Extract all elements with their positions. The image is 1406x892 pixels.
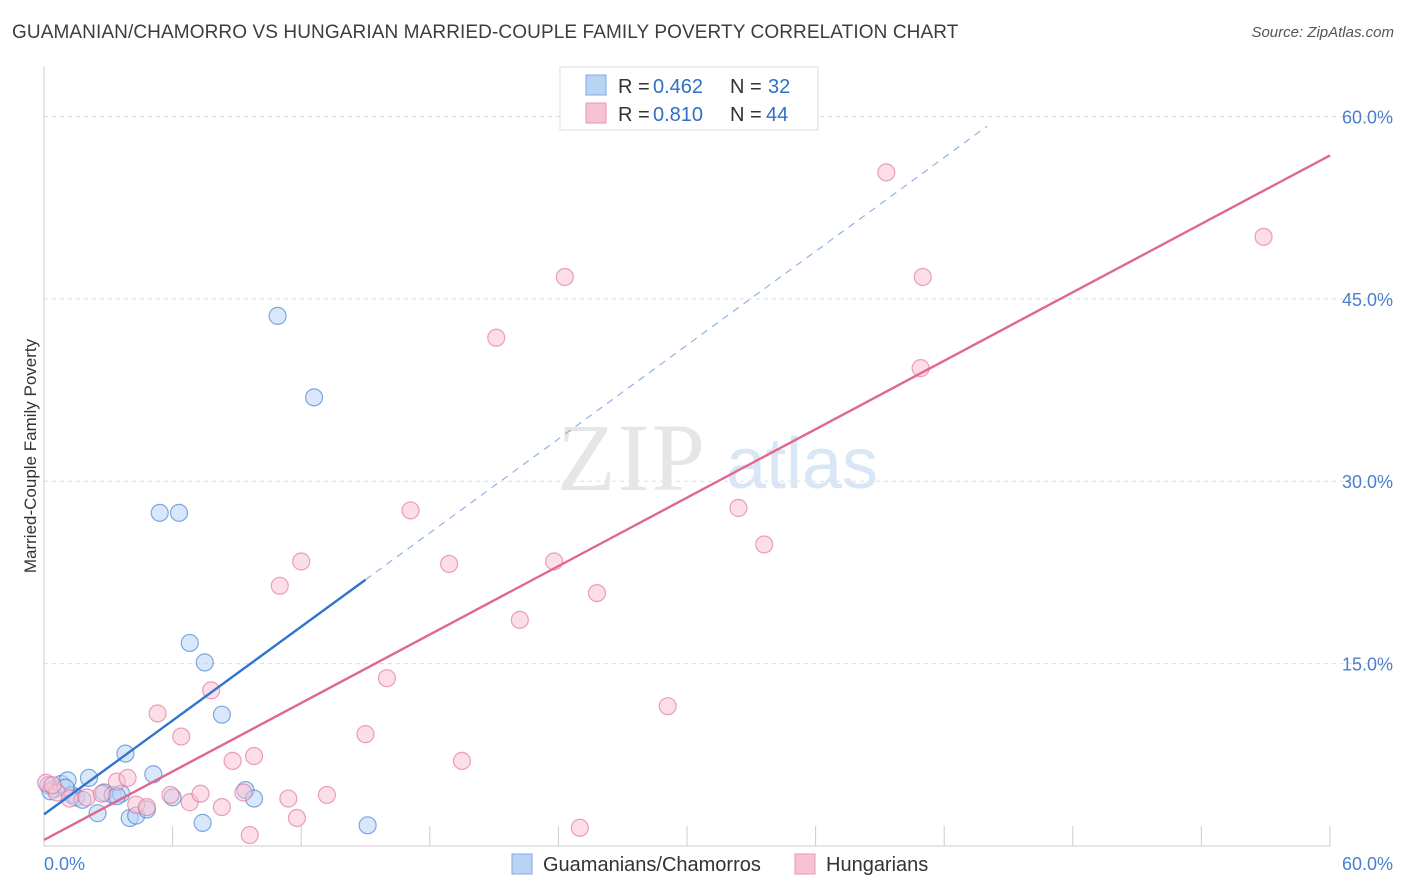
watermark-zip: ZIP <box>557 404 707 511</box>
hungarian-point-25 <box>356 725 375 744</box>
hungarian-point-29 <box>452 751 472 770</box>
hungarian-point-27 <box>401 501 420 520</box>
grid-layer <box>44 115 1394 665</box>
legend-swatch-guamanians <box>511 853 533 875</box>
guamanian-point-19 <box>169 503 189 522</box>
points-layer <box>37 163 1273 845</box>
y-axis-label: Married-Couple Family Poverty <box>21 338 40 573</box>
hungarian-point-20 <box>270 576 289 595</box>
stats-r-label-2: R = <box>618 104 650 126</box>
stats-n-value-2: 44 <box>766 104 788 126</box>
hungarian-point-11 <box>172 727 191 746</box>
hungarian-point-37 <box>729 498 748 518</box>
legend-swatch-hungarians <box>794 853 816 875</box>
stats-legend: R = 0.462 N = 32 R = 0.810 N = 44 <box>559 66 819 131</box>
chart-source: Source: ZipAtlas.com <box>1251 24 1394 41</box>
hungarian-point-41 <box>913 267 932 287</box>
hungarian-point-24 <box>317 785 337 805</box>
stats-legend-swatch-blue <box>585 74 607 96</box>
hungarian-point-18 <box>240 825 259 845</box>
ticks-layer: 15.0% 30.0% 45.0% 60.0% 0.0% 60.0% <box>44 107 1393 874</box>
hungarian-point-21 <box>279 789 298 808</box>
guamanian-trendline <box>43 578 367 816</box>
guamanian-point-27 <box>304 388 324 407</box>
guamanian-point-20 <box>180 633 199 653</box>
guamanian-trendline-extension <box>365 125 988 581</box>
guamanian-point-7 <box>79 768 99 788</box>
hungarian-point-33 <box>555 267 574 287</box>
hungarian-point-16 <box>223 751 242 770</box>
legend-label-guamanians: Guamanians/Chamorros <box>543 854 761 876</box>
hungarian-point-35 <box>587 583 607 603</box>
hungarian-point-23 <box>292 552 311 571</box>
hungarian-point-9 <box>148 704 167 723</box>
hungarian-point-28 <box>439 554 459 574</box>
guamanian-point-28 <box>358 816 377 835</box>
hungarian-point-36 <box>658 697 677 716</box>
stats-r-label-1: R = <box>618 76 650 98</box>
stats-r-value-1: 0.462 <box>653 76 703 98</box>
hungarian-point-13 <box>191 784 210 803</box>
guamanian-point-22 <box>195 653 214 672</box>
hungarian-point-17 <box>234 783 253 802</box>
hungarian-point-4 <box>92 784 111 803</box>
y-tick-label-1: 30.0% <box>1342 472 1393 492</box>
hungarian-point-19 <box>244 746 264 766</box>
series-legend: Guamanians/Chamorros Hungarians <box>511 853 928 876</box>
hungarian-point-10 <box>161 785 180 805</box>
hungarian-point-39 <box>877 163 896 182</box>
y-tick-label-2: 45.0% <box>1342 290 1393 310</box>
hungarian-point-31 <box>510 610 529 629</box>
hungarian-point-3 <box>77 788 96 807</box>
x-tick-label-0: 0.0% <box>44 854 85 874</box>
hungarian-point-6 <box>118 768 137 788</box>
y-tick-label-0: 15.0% <box>1342 655 1393 675</box>
hungarian-point-15 <box>212 797 231 817</box>
stats-n-label-1: N = <box>730 76 762 98</box>
chart-title: GUAMANIAN/CHAMORRO VS HUNGARIAN MARRIED-… <box>12 22 959 43</box>
hungarian-point-38 <box>755 535 774 554</box>
guamanian-point-17 <box>150 503 169 522</box>
guamanian-point-23 <box>212 705 231 724</box>
watermark: ZIP atlas <box>557 404 878 511</box>
stats-n-label-2: N = <box>730 104 762 126</box>
hungarian-point-42 <box>1254 227 1273 246</box>
guamanian-point-26 <box>268 306 287 325</box>
axes-layer <box>43 66 1331 847</box>
hungarian-point-26 <box>377 669 397 688</box>
hungarian-point-22 <box>287 808 307 828</box>
hungarian-point-34 <box>570 818 589 837</box>
guamanian-point-21 <box>193 813 212 832</box>
y-tick-label-3: 60.0% <box>1342 107 1393 127</box>
trend-layer <box>43 125 1331 841</box>
stats-r-value-2: 0.810 <box>653 104 703 126</box>
hungarian-point-43 <box>43 776 62 795</box>
hungarian-point-8 <box>137 797 156 817</box>
hungarian-trendline <box>43 154 1331 841</box>
stats-n-value-1: 32 <box>768 76 790 98</box>
stats-legend-swatch-pink <box>585 102 607 124</box>
hungarian-point-30 <box>487 328 506 347</box>
x-tick-label-1: 60.0% <box>1342 854 1393 874</box>
legend-label-hungarians: Hungarians <box>826 854 928 876</box>
guamanian-point-16 <box>144 765 163 784</box>
